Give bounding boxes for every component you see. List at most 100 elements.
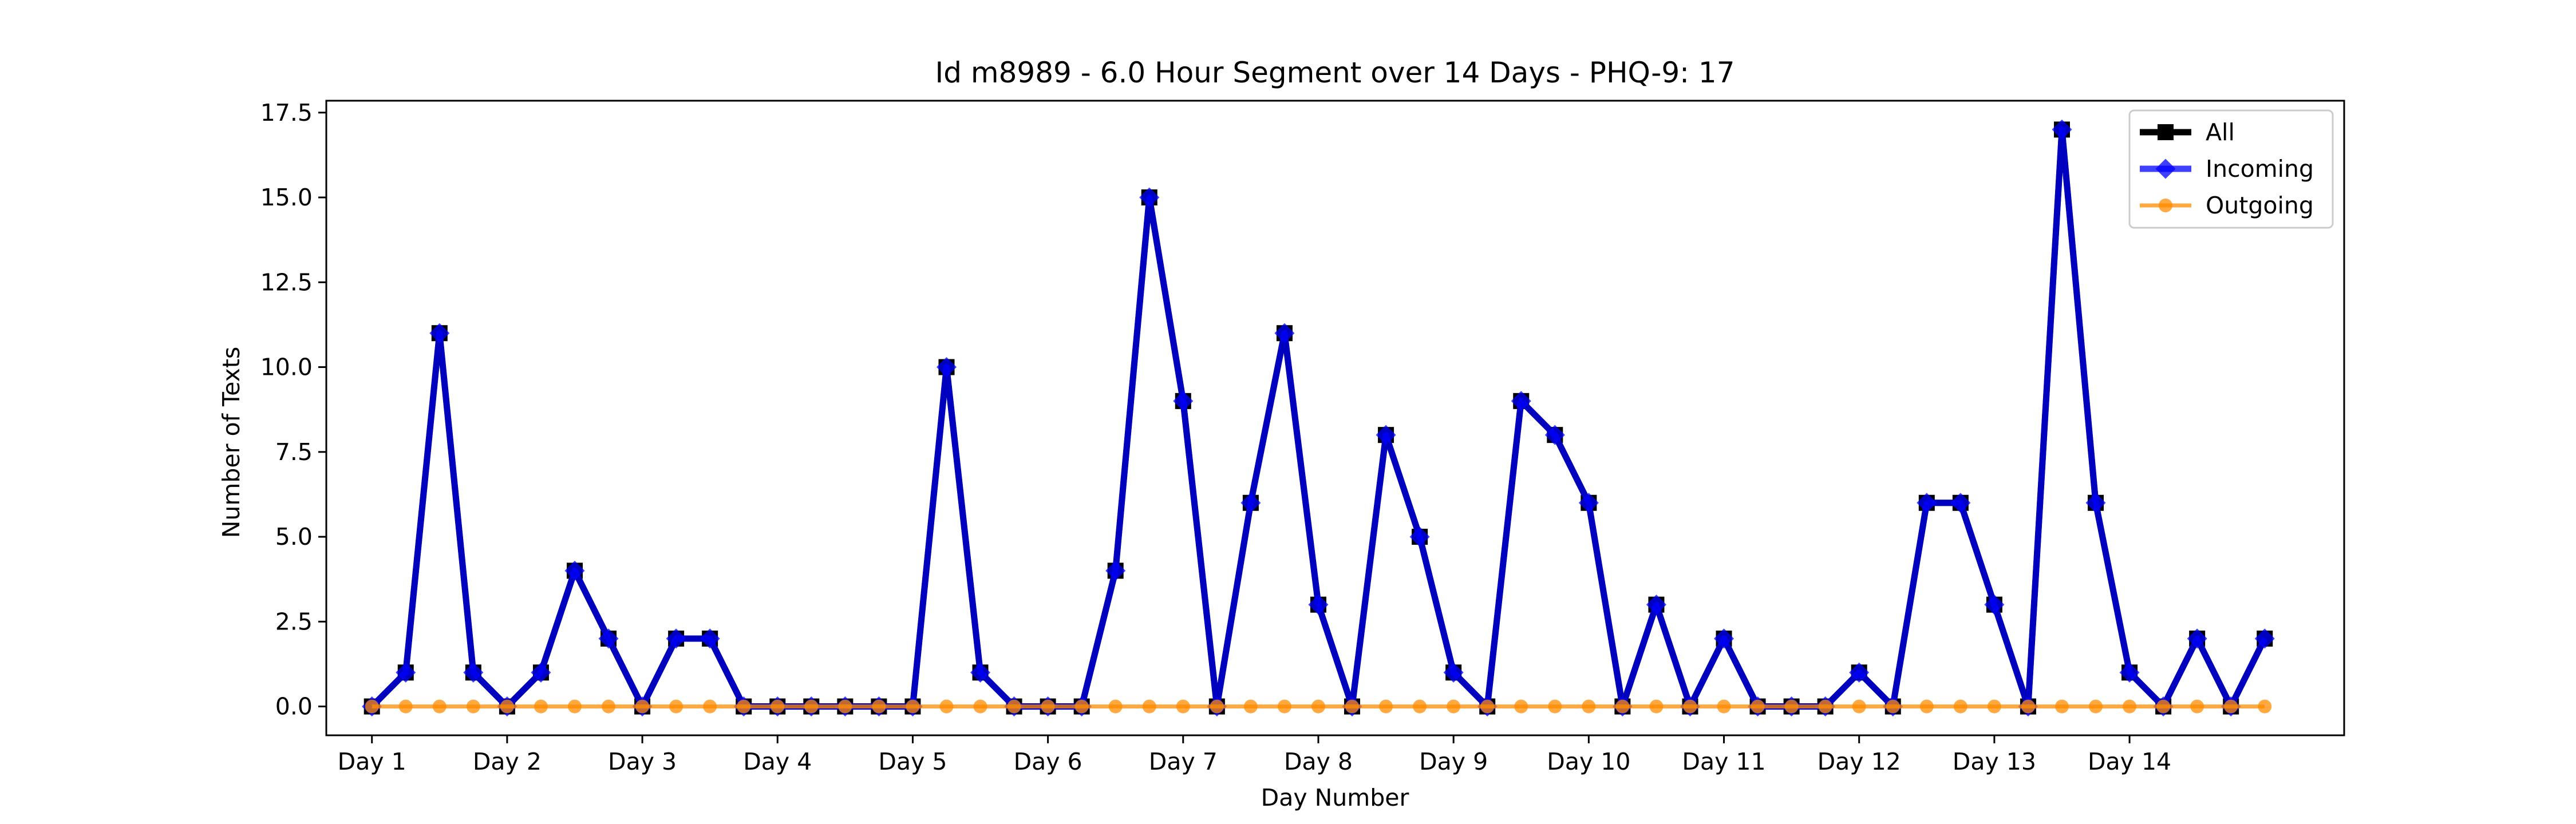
data-point-outgoing (2224, 699, 2238, 714)
data-point-outgoing (872, 699, 886, 714)
y-tick-label: 7.5 (275, 438, 313, 466)
data-point-outgoing (2258, 699, 2272, 714)
data-point-outgoing (567, 699, 582, 714)
data-point-incoming (564, 560, 585, 581)
data-point-incoming (1578, 493, 1599, 513)
data-point-incoming (970, 662, 991, 683)
y-tick-label: 17.5 (260, 99, 313, 126)
data-point-outgoing (1074, 699, 1089, 714)
x-tick-label: Day 8 (1284, 748, 1353, 775)
x-tick-label: Day 5 (878, 748, 947, 775)
x-tick-label: Day 11 (1682, 748, 1765, 775)
legend-swatch-marker (2158, 124, 2174, 140)
data-point-incoming (396, 662, 416, 683)
x-tick-label: Day 3 (608, 748, 677, 775)
data-point-outgoing (1311, 699, 1325, 714)
data-point-outgoing (602, 699, 616, 714)
data-point-incoming (463, 662, 484, 683)
data-point-outgoing (2123, 699, 2137, 714)
x-tick-label: Day 14 (2088, 748, 2171, 775)
data-point-outgoing (1683, 699, 1697, 714)
data-point-incoming (1240, 493, 1261, 513)
legend: All Incoming Outgoing (2128, 109, 2334, 229)
data-point-outgoing (466, 699, 480, 714)
data-point-incoming (1917, 493, 1937, 513)
y-tick-label: 15.0 (260, 184, 313, 211)
data-point-outgoing (804, 699, 819, 714)
data-point-outgoing (1852, 699, 1866, 714)
x-tick-label: Day 6 (1014, 748, 1082, 775)
data-point-outgoing (2089, 699, 2103, 714)
data-point-incoming (936, 356, 957, 378)
data-point-incoming (1105, 560, 1126, 581)
data-point-outgoing (1784, 699, 1799, 714)
data-point-outgoing (1582, 699, 1596, 714)
series-incoming (362, 119, 2275, 717)
chart-title: Id m8989 - 6.0 Hour Segment over 14 Days… (935, 56, 1735, 89)
data-point-outgoing (1447, 699, 1461, 714)
legend-label: Outgoing (2206, 192, 2314, 219)
data-point-incoming (1139, 187, 1160, 208)
x-tick-label: Day 1 (338, 748, 406, 775)
data-point-incoming (1511, 391, 1531, 411)
series-line-incoming (369, 126, 2268, 710)
data-point-outgoing (1007, 699, 1021, 714)
data-point-incoming (531, 662, 551, 683)
data-point-outgoing (1953, 699, 1967, 714)
data-point-outgoing (1379, 699, 1393, 714)
y-tick-label: 2.5 (275, 608, 313, 635)
data-point-outgoing (1615, 699, 1630, 714)
legend-label: Incoming (2206, 155, 2314, 183)
data-point-outgoing (1649, 699, 1664, 714)
x-tick-label: Day 10 (1547, 748, 1630, 775)
data-point-outgoing (1108, 699, 1123, 714)
data-point-outgoing (1480, 699, 1495, 714)
data-point-incoming (1544, 425, 1565, 445)
data-point-incoming (1308, 595, 1329, 615)
legend-swatch-marker (2155, 159, 2176, 179)
data-point-outgoing (1041, 699, 1055, 714)
x-tick-label: Day 2 (473, 748, 542, 775)
ticks-layer: 0.0 2.5 5.0 7.5 10.0 12.5 15.0 17.5 Day 1 Day 2 Da… (260, 99, 2171, 775)
data-point-outgoing (432, 699, 447, 714)
data-point-incoming (2254, 628, 2275, 649)
series-outgoing (365, 699, 2272, 714)
x-tick-label: Day 7 (1149, 748, 1218, 775)
y-tick-label: 10.0 (260, 354, 313, 381)
data-point-outgoing (1345, 699, 1360, 714)
series-line-all (369, 126, 2268, 710)
y-tick-label: 12.5 (260, 268, 313, 296)
data-point-outgoing (635, 699, 650, 714)
data-point-incoming (429, 323, 450, 343)
data-point-incoming (1409, 526, 1430, 547)
data-point-incoming (1849, 662, 1870, 683)
data-point-outgoing (838, 699, 852, 714)
legend-swatch-marker (2159, 199, 2172, 212)
data-point-incoming (2119, 662, 2140, 683)
data-point-incoming (1646, 595, 1666, 615)
data-point-outgoing (737, 699, 751, 714)
data-point-incoming (1173, 391, 1194, 411)
legend-box (2128, 109, 2334, 229)
data-point-outgoing (1717, 699, 1731, 714)
y-tick-label: 0.0 (275, 693, 313, 720)
data-point-incoming (2085, 493, 2106, 513)
data-point-outgoing (2021, 699, 2035, 714)
plot-frame (325, 100, 2345, 736)
data-point-outgoing (1243, 699, 1258, 714)
data-point-incoming (2052, 119, 2072, 140)
data-point-outgoing (1987, 699, 2001, 714)
y-axis-label: Number of Texts (218, 347, 245, 538)
legend-item-outgoing: Outgoing (2140, 192, 2314, 219)
x-tick-label: Day 13 (1953, 748, 2036, 775)
data-point-outgoing (1751, 699, 1765, 714)
data-point-outgoing (973, 699, 987, 714)
data-point-outgoing (1919, 699, 1934, 714)
data-point-incoming (700, 628, 720, 649)
data-point-incoming (1376, 425, 1396, 445)
data-point-outgoing (669, 699, 683, 714)
data-point-incoming (1984, 595, 2005, 615)
x-axis-label: Day Number (1261, 784, 1409, 811)
data-point-outgoing (1818, 699, 1832, 714)
